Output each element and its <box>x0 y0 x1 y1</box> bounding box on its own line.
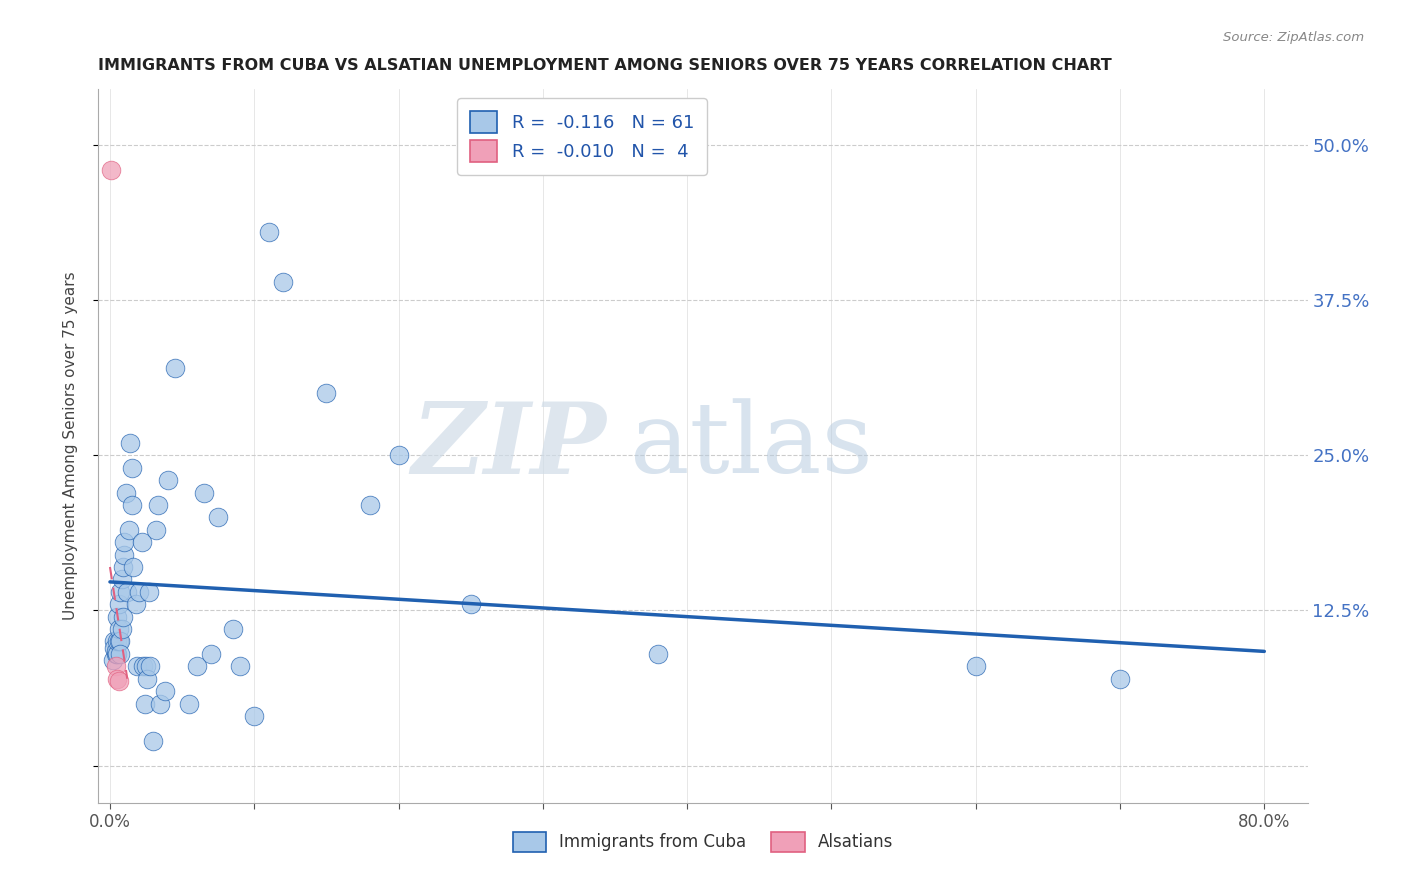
Point <box>110 622 132 636</box>
Point <box>146 498 169 512</box>
Y-axis label: Unemployment Among Seniors over 75 years: Unemployment Among Seniors over 75 years <box>63 272 77 620</box>
Point <box>107 622 129 636</box>
Point <box>110 573 132 587</box>
Point <box>229 659 252 673</box>
Point <box>112 535 135 549</box>
Point <box>107 674 129 689</box>
Point <box>128 584 150 599</box>
Point <box>107 634 129 648</box>
Point <box>179 697 201 711</box>
Point <box>131 535 153 549</box>
Point <box>103 640 125 655</box>
Point <box>112 548 135 562</box>
Point <box>105 634 128 648</box>
Point <box>118 523 141 537</box>
Point <box>139 659 162 673</box>
Point <box>460 597 482 611</box>
Point <box>132 659 155 673</box>
Point <box>243 709 266 723</box>
Point <box>145 523 167 537</box>
Point <box>105 609 128 624</box>
Point <box>121 460 143 475</box>
Point <box>163 361 186 376</box>
Point <box>107 597 129 611</box>
Point <box>359 498 381 512</box>
Point <box>134 697 156 711</box>
Point <box>315 386 337 401</box>
Point <box>965 659 987 673</box>
Point <box>257 225 280 239</box>
Point <box>103 634 125 648</box>
Point <box>101 653 124 667</box>
Point <box>135 659 157 673</box>
Text: atlas: atlas <box>630 398 873 494</box>
Point <box>122 560 145 574</box>
Point <box>142 733 165 747</box>
Point <box>200 647 222 661</box>
Point <box>127 659 149 673</box>
Point <box>104 647 127 661</box>
Point <box>105 672 128 686</box>
Point <box>1109 672 1132 686</box>
Point <box>120 436 142 450</box>
Point <box>121 498 143 512</box>
Point <box>149 697 172 711</box>
Point <box>114 485 136 500</box>
Point <box>117 584 139 599</box>
Point <box>108 647 131 661</box>
Point <box>105 647 128 661</box>
Point <box>108 634 131 648</box>
Point <box>111 609 134 624</box>
Point <box>111 560 134 574</box>
Point <box>647 647 669 661</box>
Point <box>138 584 160 599</box>
Point <box>104 659 127 673</box>
Point <box>207 510 229 524</box>
Point <box>153 684 176 698</box>
Point <box>125 597 148 611</box>
Point <box>221 622 243 636</box>
Point <box>193 485 215 500</box>
Legend: Immigrants from Cuba, Alsatians: Immigrants from Cuba, Alsatians <box>506 825 900 859</box>
Point <box>104 644 127 658</box>
Text: Source: ZipAtlas.com: Source: ZipAtlas.com <box>1223 31 1364 45</box>
Text: ZIP: ZIP <box>412 398 606 494</box>
Point <box>387 448 409 462</box>
Point <box>108 584 131 599</box>
Point <box>100 162 122 177</box>
Point <box>136 672 159 686</box>
Point <box>156 473 179 487</box>
Text: IMMIGRANTS FROM CUBA VS ALSATIAN UNEMPLOYMENT AMONG SENIORS OVER 75 YEARS CORREL: IMMIGRANTS FROM CUBA VS ALSATIAN UNEMPLO… <box>98 58 1112 73</box>
Point <box>271 275 294 289</box>
Point <box>186 659 208 673</box>
